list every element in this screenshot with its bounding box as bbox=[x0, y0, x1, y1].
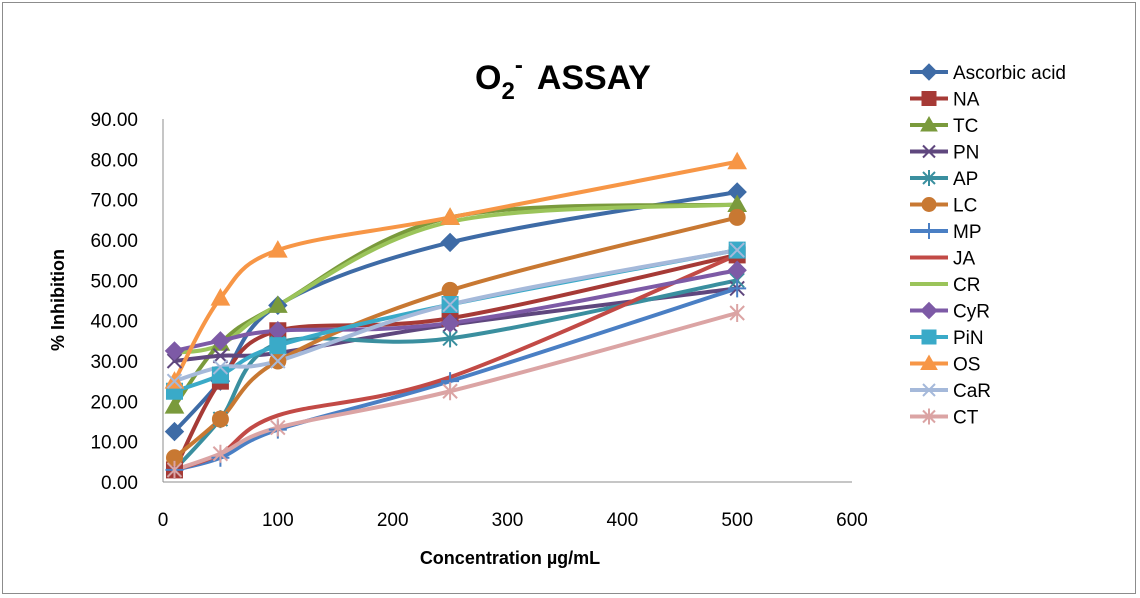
y-tick-label: 30.00 bbox=[90, 352, 138, 373]
data-point bbox=[211, 410, 229, 428]
legend-label: CaR bbox=[953, 381, 991, 402]
data-point bbox=[921, 91, 937, 106]
x-tick-label: 200 bbox=[377, 510, 409, 531]
data-point bbox=[211, 366, 229, 384]
data-point bbox=[440, 232, 460, 253]
legend-label: PiN bbox=[953, 328, 984, 349]
data-point bbox=[164, 341, 185, 361]
data-point bbox=[728, 208, 746, 226]
data-point bbox=[922, 144, 936, 159]
legend-label: OS bbox=[953, 355, 980, 376]
data-point bbox=[440, 207, 460, 225]
legend-label: JA bbox=[953, 249, 976, 270]
plot-area: 0.00 10.00 20.00 30.00 40.00 50.00 60.00 70.00 8… bbox=[90, 110, 867, 531]
legend-item: AP bbox=[910, 169, 978, 190]
x-tick-label: 300 bbox=[492, 510, 524, 531]
legend-item: OS bbox=[910, 354, 980, 376]
data-point bbox=[920, 301, 938, 320]
data-point bbox=[166, 460, 183, 479]
y-tick-label: 20.00 bbox=[90, 392, 138, 413]
data-point bbox=[441, 281, 459, 299]
data-point bbox=[920, 115, 938, 132]
y-tick-label: 80.00 bbox=[90, 150, 138, 171]
legend: Ascorbic acid NA TC PN AP LC MP JA CR CyR PiN OS CaR… bbox=[910, 63, 1066, 429]
legend-item: MP bbox=[910, 222, 982, 243]
data-point bbox=[212, 348, 229, 364]
legend-label: TC bbox=[953, 116, 978, 137]
y-axis-ticks: 0.00 10.00 20.00 30.00 40.00 50.00 60.00 70.00 8… bbox=[90, 110, 138, 494]
data-point bbox=[210, 331, 231, 351]
data-point bbox=[922, 408, 936, 425]
legend-label: MP bbox=[953, 222, 982, 243]
data-point bbox=[440, 313, 460, 333]
legend-label: AP bbox=[953, 169, 978, 190]
data-point bbox=[729, 304, 745, 323]
data-point bbox=[164, 396, 185, 414]
y-tick-label: 10.00 bbox=[90, 433, 138, 454]
data-point bbox=[920, 354, 938, 370]
data-point bbox=[212, 359, 229, 375]
legend-item: PN bbox=[910, 143, 979, 164]
y-tick-label: 90.00 bbox=[90, 110, 138, 131]
series-line bbox=[172, 159, 740, 384]
legend-label: LC bbox=[953, 196, 977, 217]
legend-label: CyR bbox=[953, 302, 990, 323]
data-point bbox=[442, 382, 458, 401]
legend-item: Ascorbic acid bbox=[910, 63, 1066, 84]
data-point bbox=[727, 151, 748, 170]
legend-item: CaR bbox=[910, 381, 991, 402]
data-point bbox=[164, 421, 185, 442]
x-tick-label: 500 bbox=[721, 510, 753, 531]
legend-label: PN bbox=[953, 143, 979, 164]
data-point bbox=[920, 63, 938, 81]
legend-item: CyR bbox=[910, 302, 990, 323]
legend-label: CR bbox=[953, 275, 980, 296]
y-tick-label: 0.00 bbox=[101, 473, 138, 494]
y-tick-label: 70.00 bbox=[90, 191, 138, 212]
data-point bbox=[270, 353, 286, 369]
data-point bbox=[267, 240, 288, 258]
data-point bbox=[210, 288, 231, 306]
legend-label: CT bbox=[953, 408, 979, 429]
data-point bbox=[166, 373, 183, 389]
x-axis-title: Concentration µg/mL bbox=[420, 548, 600, 568]
data-point bbox=[922, 383, 936, 397]
x-tick-label: 400 bbox=[606, 510, 638, 531]
legend-item: LC bbox=[910, 196, 977, 217]
data-point bbox=[922, 170, 936, 186]
data-point bbox=[442, 296, 458, 313]
legend-item: PiN bbox=[910, 328, 984, 349]
data-point bbox=[212, 444, 229, 463]
legend-label: Ascorbic acid bbox=[953, 63, 1066, 84]
legend-item: JA bbox=[910, 249, 976, 270]
legend-item: TC bbox=[910, 115, 978, 137]
y-tick-label: 40.00 bbox=[90, 312, 138, 333]
x-tick-label: 600 bbox=[836, 510, 868, 531]
data-point bbox=[269, 337, 287, 355]
x-tick-label: 0 bbox=[158, 510, 169, 531]
data-point bbox=[267, 295, 288, 313]
data-point bbox=[728, 279, 747, 298]
legend-item: CT bbox=[910, 408, 979, 429]
legend-item: CR bbox=[910, 275, 980, 296]
data-point bbox=[921, 197, 937, 212]
data-point bbox=[921, 223, 937, 239]
y-tick-label: 60.00 bbox=[90, 231, 138, 252]
legend-item: NA bbox=[910, 90, 980, 111]
legend-label: NA bbox=[953, 90, 980, 111]
series-line bbox=[172, 252, 740, 472]
data-point bbox=[270, 418, 286, 437]
x-tick-label: 100 bbox=[262, 510, 294, 531]
data-point bbox=[727, 260, 747, 280]
y-axis-title: % Inhibition bbox=[48, 249, 68, 351]
x-axis-ticks: 0 100 200 300 400 500 600 bbox=[158, 510, 868, 531]
chart-title: O2- ASSAY bbox=[475, 52, 651, 105]
y-tick-label: 50.00 bbox=[90, 271, 138, 292]
data-point bbox=[729, 242, 745, 258]
data-point bbox=[166, 353, 183, 369]
data-point bbox=[921, 329, 937, 345]
series-markers bbox=[164, 151, 748, 479]
